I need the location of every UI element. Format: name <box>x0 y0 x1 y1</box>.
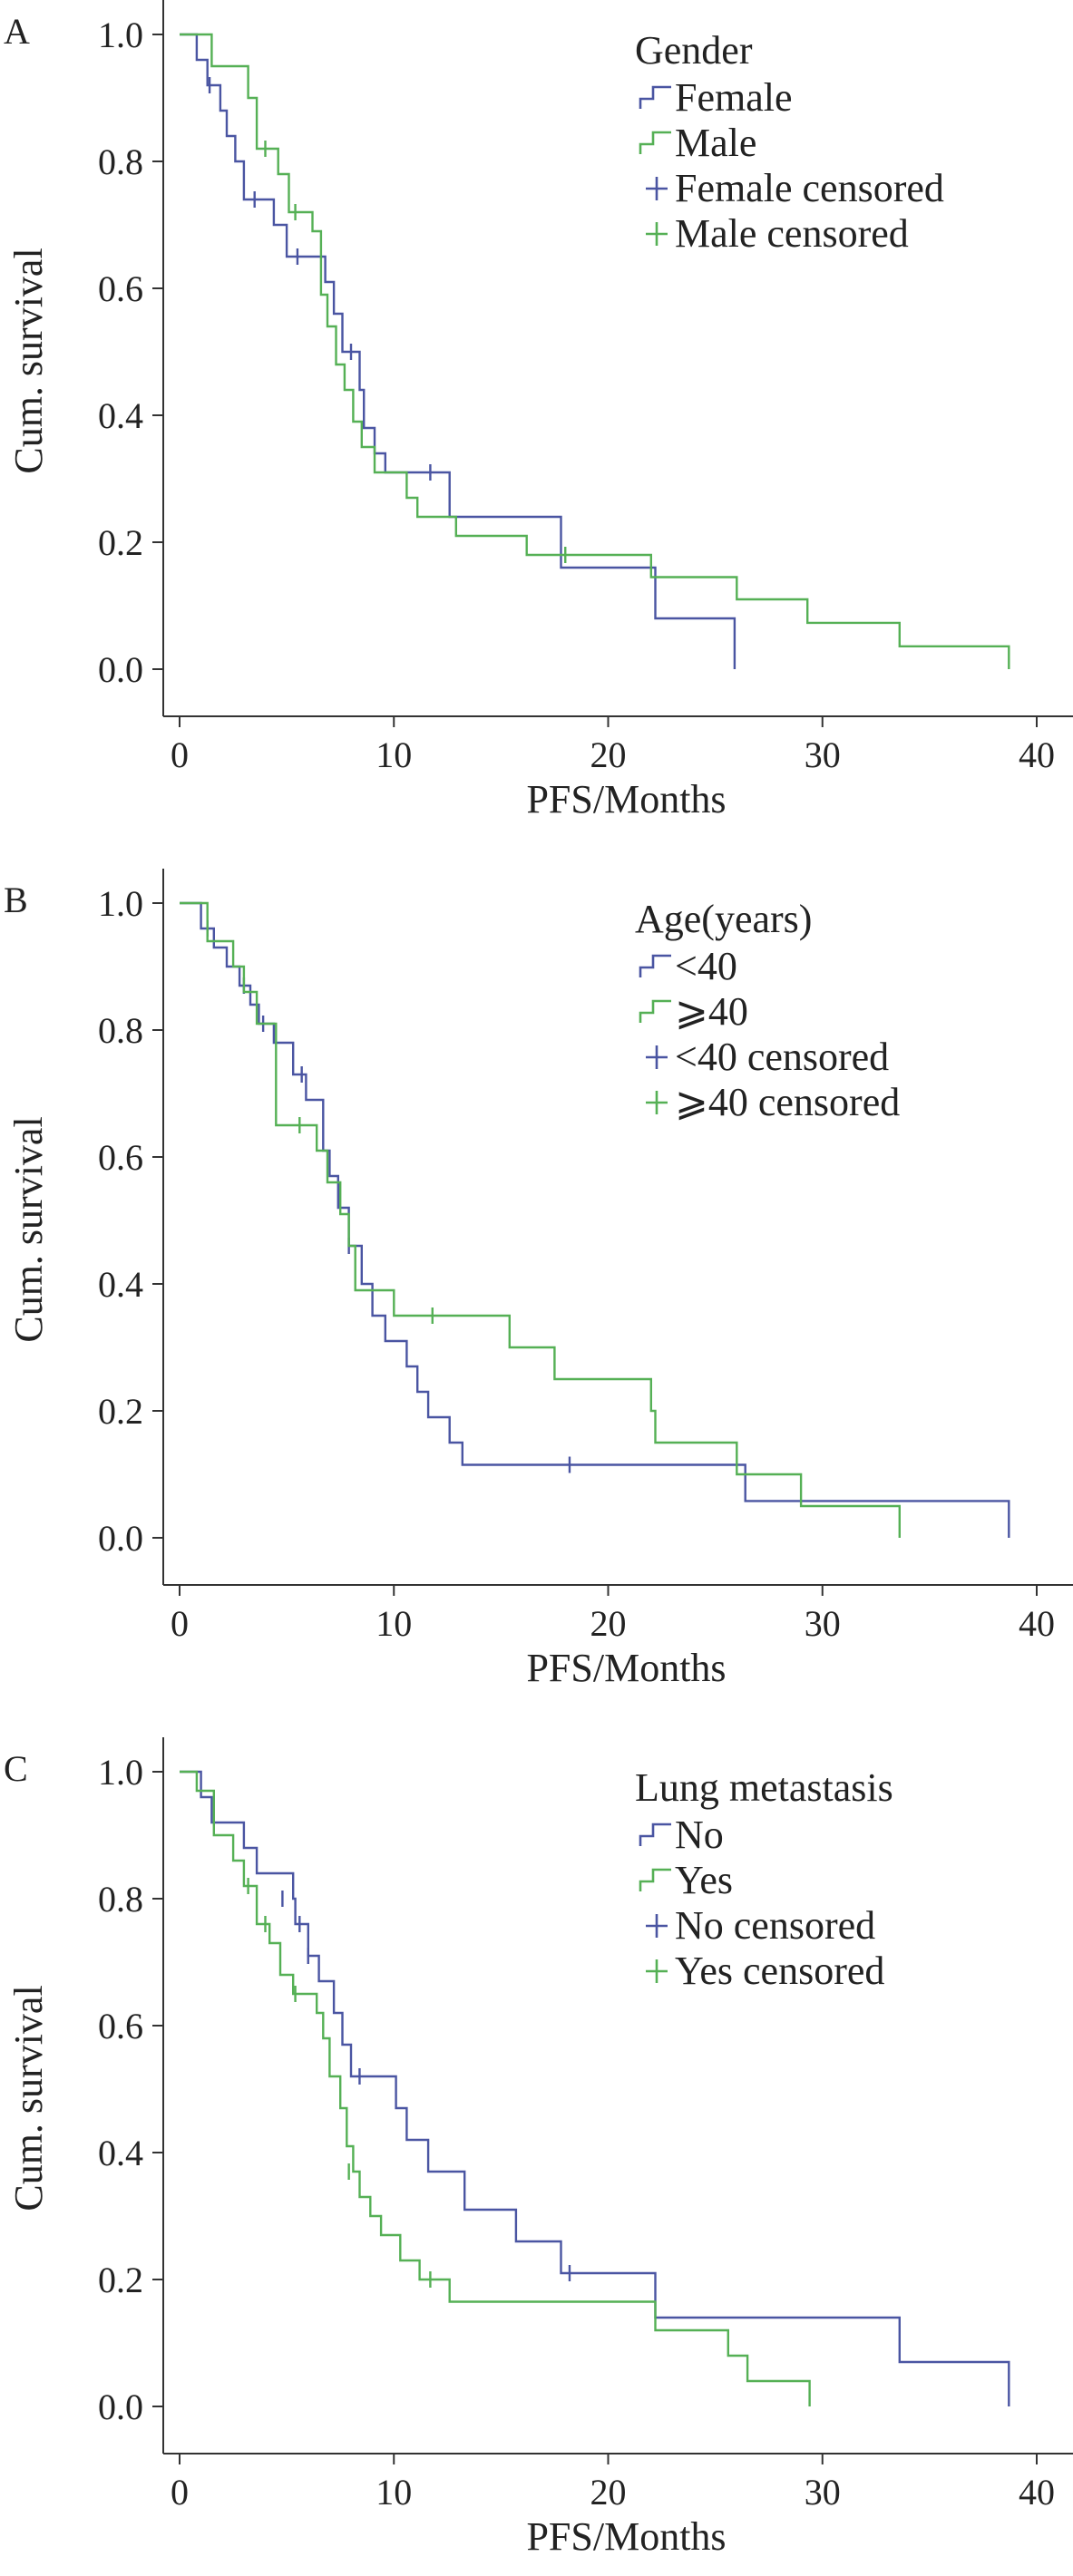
legend-line-symbol <box>639 1823 671 1846</box>
y-tick-label: 0.2 <box>98 1391 143 1432</box>
legend-entry: No <box>675 1813 724 1857</box>
legend-entry: Yes censored <box>675 1949 884 1993</box>
x-tick-label: 0 <box>171 734 189 775</box>
x-axis-label: PFS/Months <box>526 777 726 821</box>
y-tick-label: 1.0 <box>98 883 143 924</box>
km-plot-panel-b: B 0.0 0.2 0.4 0.6 0.8 1.0 0 10 20 30 40 PFS/Months Cu… <box>4 869 1073 1690</box>
y-tick-label: 1.0 <box>98 1752 143 1793</box>
x-tick-label: 0 <box>171 2472 189 2513</box>
legend-entry: ⩾40 censored <box>675 1080 900 1124</box>
x-tick-label: 10 <box>376 2472 412 2513</box>
x-tick-label: 30 <box>805 2472 841 2513</box>
survival-curve-1 <box>180 33 1010 669</box>
legend-title: Lung metastasis <box>635 1765 893 1810</box>
x-tick-label: 30 <box>805 1603 841 1644</box>
survival-curve-0 <box>180 33 736 669</box>
km-plot-panel-c: C 0.0 0.2 0.4 0.6 0.8 1.0 0 10 20 30 40 PFS/Months Cu… <box>4 1737 1073 2559</box>
y-tick-label: 1.0 <box>98 15 143 55</box>
legend-line-symbol <box>639 85 671 109</box>
y-axis-label: Cum. survival <box>6 1116 51 1342</box>
legend-entry: Male censored <box>675 211 909 256</box>
legend-entry: ⩾40 <box>675 989 748 1034</box>
panel-letter: C <box>4 1748 28 1789</box>
km-plot-panel-a: A 0.0 0.2 0.4 0.6 0.8 1.0 0 10 20 30 40 PFS/Months Cu… <box>4 0 1073 821</box>
legend-entry: <40 censored <box>675 1035 889 1079</box>
legend-entry: <40 <box>675 944 737 988</box>
y-tick-label: 0.8 <box>98 141 143 182</box>
y-tick-label: 0.4 <box>98 395 143 436</box>
y-tick-label: 0.4 <box>98 1264 143 1305</box>
legend-title: Gender <box>635 28 753 73</box>
x-axis-label: PFS/Months <box>526 2514 726 2559</box>
legend-entry: Female <box>675 75 793 120</box>
y-tick-label: 0.8 <box>98 1010 143 1051</box>
survival-curve-0 <box>180 1770 1010 2406</box>
y-tick-label: 0.8 <box>98 1879 143 1920</box>
x-tick-label: 40 <box>1019 1603 1055 1644</box>
x-axis-label: PFS/Months <box>526 1646 726 1690</box>
legend-entry: Yes <box>675 1858 733 1902</box>
y-axis-label: Cum. survival <box>6 248 51 473</box>
y-tick-label: 0.6 <box>98 2006 143 2046</box>
legend-entry: No censored <box>675 1903 875 1948</box>
legend-line-symbol <box>639 131 671 154</box>
y-tick-label: 0.6 <box>98 1137 143 1178</box>
x-tick-label: 0 <box>171 1603 189 1644</box>
x-tick-label: 20 <box>590 2472 627 2513</box>
legend-title: Age(years) <box>635 897 812 941</box>
legend-line-symbol <box>639 1868 671 1891</box>
y-axis-label: Cum. survival <box>6 1985 51 2211</box>
legend-line-symbol <box>639 954 671 977</box>
y-tick-label: 0.0 <box>98 1518 143 1559</box>
x-tick-label: 20 <box>590 1603 627 1644</box>
legend-entry: Male <box>675 121 756 165</box>
x-tick-label: 20 <box>590 734 627 775</box>
x-tick-label: 30 <box>805 734 841 775</box>
y-tick-label: 0.4 <box>98 2133 143 2173</box>
panel-letter: B <box>4 880 28 920</box>
survival-curve-1 <box>180 901 901 1538</box>
x-tick-label: 10 <box>376 1603 412 1644</box>
y-tick-label: 0.2 <box>98 2260 143 2300</box>
legend-entry: Female censored <box>675 166 944 210</box>
y-tick-label: 0.0 <box>98 2386 143 2427</box>
panel-letter: A <box>4 11 30 52</box>
y-tick-label: 0.2 <box>98 522 143 563</box>
x-tick-label: 40 <box>1019 2472 1055 2513</box>
survival-curve-1 <box>180 1770 811 2406</box>
x-tick-label: 10 <box>376 734 412 775</box>
y-tick-label: 0.6 <box>98 268 143 309</box>
legend-line-symbol <box>639 999 671 1023</box>
y-tick-label: 0.0 <box>98 649 143 690</box>
survival-curve-0 <box>180 901 1010 1538</box>
x-tick-label: 40 <box>1019 734 1055 775</box>
